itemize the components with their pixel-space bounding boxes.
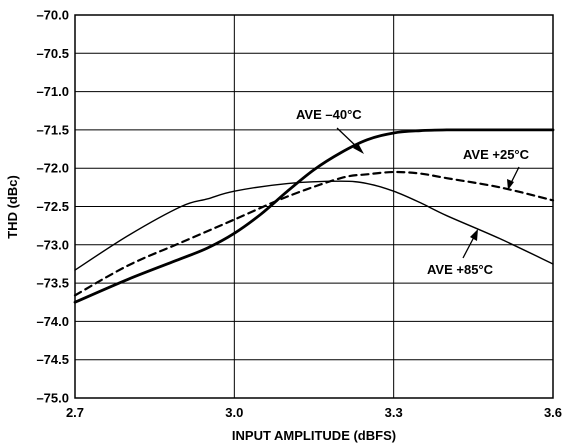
- y-tick-label: –70.0: [36, 8, 69, 23]
- x-tick-label: 3.6: [544, 405, 562, 420]
- y-tick-label: –71.5: [36, 122, 69, 137]
- annotation-ave-plus85: AVE +85°C: [427, 262, 494, 277]
- y-tick-label: –73.5: [36, 276, 69, 291]
- y-tick-label: –71.0: [36, 84, 69, 99]
- x-tick-label: 3.3: [385, 405, 403, 420]
- series-ave-plus85-line: [74, 180, 554, 271]
- y-tick-label: –72.0: [36, 161, 69, 176]
- y-tick-label: –70.5: [36, 46, 69, 61]
- x-tick-label: 2.7: [66, 405, 84, 420]
- plot-frame: [74, 14, 554, 399]
- series-lines: [73, 128, 555, 304]
- series-ave-plus25-line: [73, 170, 555, 297]
- arrow-ave-plus25: [507, 166, 520, 190]
- x-tick-label: 3.0: [225, 405, 243, 420]
- annotation-ave-minus40: AVE –40°C: [296, 107, 362, 122]
- y-tick-label: –74.5: [36, 352, 69, 367]
- arrow-ave-minus40: [336, 127, 364, 154]
- y-tick-label: –72.5: [36, 199, 69, 214]
- annotation-ave-plus25: AVE +25°C: [463, 147, 530, 162]
- y-axis-title: THD (dBc): [5, 175, 20, 239]
- x-axis-title: INPUT AMPLITUDE (dBFS): [232, 428, 396, 443]
- arrow-ave-plus85: [462, 229, 478, 259]
- series-ave-minus40-line: [73, 128, 555, 304]
- tick-labels: –70.0 –70.5 –71.0 –71.5 –72.0 –72.5 –73.0 –73.5…: [36, 8, 562, 421]
- y-tick-label: –74.0: [36, 314, 69, 329]
- grid-lines: [74, 14, 554, 399]
- y-tick-label: –73.0: [36, 237, 69, 252]
- y-tick-label: –75.0: [36, 391, 69, 406]
